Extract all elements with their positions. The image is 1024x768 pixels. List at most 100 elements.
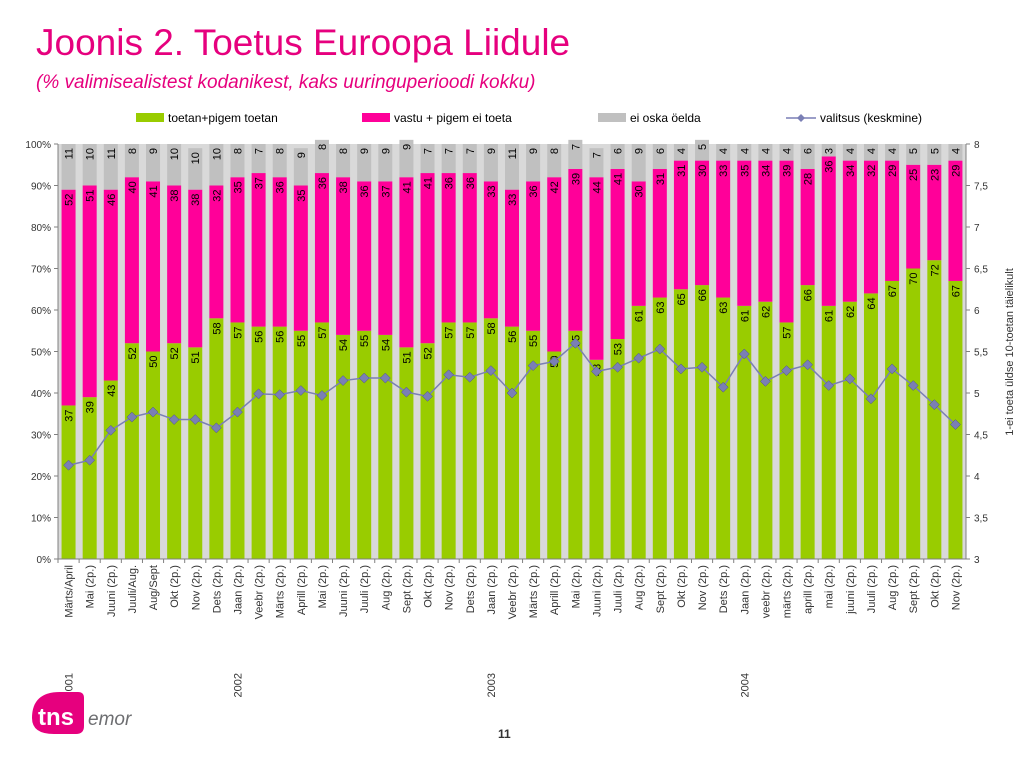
x-tick-label: Jaan (2p.) bbox=[232, 565, 244, 615]
data-label-unknown: 9 bbox=[380, 148, 392, 154]
data-label-unknown: 5 bbox=[929, 148, 941, 154]
bar-support bbox=[652, 297, 667, 559]
data-label-oppose: 30 bbox=[697, 165, 709, 177]
average-marker bbox=[422, 390, 433, 402]
bar-support bbox=[631, 305, 646, 559]
y-right-tick-label: 8 bbox=[974, 140, 980, 151]
bar-unknown bbox=[695, 139, 710, 161]
data-label-oppose: 33 bbox=[486, 185, 498, 197]
bar-support bbox=[842, 301, 857, 559]
data-label-unknown: 7 bbox=[465, 148, 477, 154]
bar-unknown bbox=[927, 144, 942, 165]
data-label-unknown: 9 bbox=[401, 144, 413, 150]
data-label-unknown: 8 bbox=[127, 148, 139, 154]
y-right-tick-label: 6,5 bbox=[974, 265, 988, 276]
data-label-support: 57 bbox=[232, 326, 244, 338]
x-tick-label: Okt (2p.) bbox=[423, 565, 435, 608]
bar-oppose bbox=[526, 181, 541, 331]
x-tick-label: Mai (2p.) bbox=[317, 565, 329, 608]
bar-oppose bbox=[505, 189, 519, 327]
bar-unknown bbox=[82, 144, 97, 186]
data-label-unknown: 9 bbox=[296, 152, 308, 158]
bar-oppose bbox=[167, 185, 182, 344]
bar-oppose bbox=[673, 160, 688, 290]
x-tick-label: Okt (2p.) bbox=[676, 565, 688, 608]
data-label-unknown: 4 bbox=[782, 148, 794, 154]
average-marker bbox=[379, 372, 391, 384]
data-label-unknown: 4 bbox=[739, 148, 751, 154]
average-marker bbox=[823, 380, 835, 391]
data-label-unknown: 4 bbox=[866, 148, 878, 154]
y-right-tick-label: 3 bbox=[974, 555, 980, 566]
data-label-unknown: 7 bbox=[444, 148, 456, 154]
y-left-tick-label: 100% bbox=[25, 140, 51, 151]
data-label-unknown: 4 bbox=[887, 148, 899, 154]
data-label-support: 52 bbox=[169, 347, 181, 359]
year-label: 2001 bbox=[64, 673, 76, 697]
x-tick-label: mai (2p.) bbox=[824, 565, 836, 608]
average-marker bbox=[84, 454, 96, 466]
bar-support bbox=[800, 285, 815, 559]
bar-oppose bbox=[272, 177, 287, 327]
average-marker bbox=[844, 373, 856, 385]
bar-support bbox=[61, 405, 76, 559]
bar-oppose bbox=[293, 185, 308, 331]
bar-unknown bbox=[948, 144, 963, 161]
bar-unknown bbox=[758, 144, 773, 161]
average-marker bbox=[211, 422, 222, 434]
bar-support bbox=[695, 285, 710, 559]
data-label-oppose: 36 bbox=[824, 160, 836, 172]
bar-support bbox=[188, 347, 203, 559]
data-label-unknown: 11 bbox=[64, 148, 76, 159]
data-label-oppose: 34 bbox=[845, 165, 857, 177]
data-label-unknown: 7 bbox=[423, 148, 435, 154]
bar-support bbox=[821, 305, 836, 559]
bar-support bbox=[399, 347, 414, 559]
data-label-support: 55 bbox=[296, 335, 308, 347]
y-left-tick-label: 60% bbox=[31, 306, 51, 317]
legend: toetan+pigem toetan vastu + pigem ei toet… bbox=[136, 111, 922, 125]
bar-oppose bbox=[146, 181, 161, 352]
page-number: 11 bbox=[498, 727, 511, 741]
data-label-oppose: 23 bbox=[929, 169, 941, 181]
bar-unknown bbox=[462, 144, 477, 174]
data-label-oppose: 39 bbox=[570, 173, 582, 185]
data-label-support: 52 bbox=[127, 347, 139, 359]
bar-support bbox=[209, 318, 224, 559]
bar-unknown bbox=[526, 144, 541, 182]
average-line-group bbox=[63, 337, 961, 471]
bar-unknown bbox=[863, 144, 878, 161]
x-tick-label: Jaan (2p.) bbox=[486, 565, 498, 615]
average-marker bbox=[738, 348, 750, 360]
data-label-unknown: 11 bbox=[507, 148, 519, 159]
data-label-oppose: 28 bbox=[803, 173, 815, 185]
data-label-oppose: 36 bbox=[444, 177, 456, 189]
bar-unknown bbox=[61, 144, 76, 190]
data-label-support: 39 bbox=[85, 401, 97, 413]
bar-support bbox=[167, 343, 182, 559]
y-right-axis-label: 1-ei toeta üldse 10-toetan täielikult bbox=[1004, 268, 1016, 436]
data-label-oppose: 35 bbox=[232, 181, 244, 193]
x-tick-label: Sept (2p.) bbox=[908, 565, 920, 613]
data-label-unknown: 4 bbox=[718, 148, 730, 154]
bar-oppose bbox=[948, 160, 963, 281]
bar-oppose bbox=[378, 181, 393, 335]
bar-oppose bbox=[821, 156, 836, 306]
bar-support bbox=[505, 326, 519, 559]
bar-support bbox=[82, 397, 97, 559]
average-marker bbox=[633, 352, 645, 364]
data-label-unknown: 7 bbox=[254, 148, 266, 154]
bar-unknown bbox=[821, 144, 836, 157]
legend-marker bbox=[797, 114, 805, 122]
bar-oppose bbox=[589, 177, 604, 360]
legend-label: toetan+pigem toetan bbox=[168, 111, 278, 125]
bar-oppose bbox=[336, 177, 351, 335]
data-label-oppose: 31 bbox=[676, 165, 688, 177]
bar-support bbox=[779, 322, 794, 559]
bar-support bbox=[716, 297, 731, 559]
data-label-support: 61 bbox=[739, 310, 751, 322]
data-label-oppose: 41 bbox=[148, 185, 160, 197]
data-label-support: 56 bbox=[507, 331, 519, 343]
bar-oppose bbox=[652, 168, 667, 298]
bar-oppose bbox=[568, 168, 583, 331]
